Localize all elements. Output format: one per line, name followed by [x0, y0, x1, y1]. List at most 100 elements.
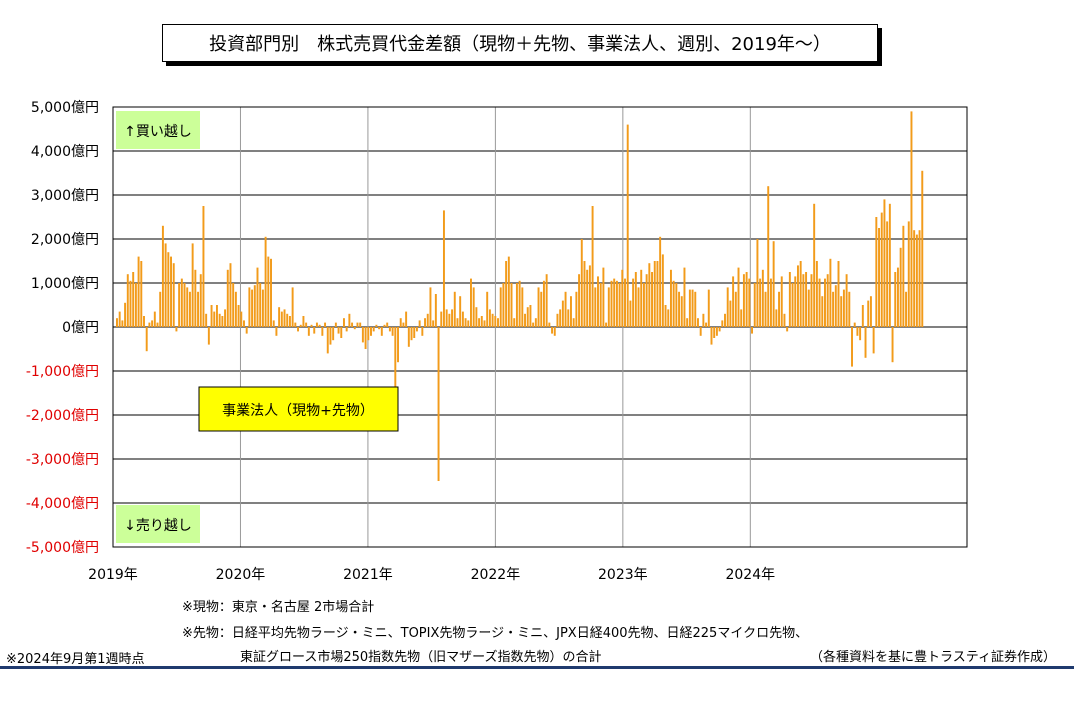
bar: [459, 296, 462, 327]
bar: [899, 247, 902, 327]
bar: [437, 327, 440, 481]
bar: [129, 280, 132, 327]
bar: [134, 283, 137, 327]
bar: [721, 320, 724, 327]
bar: [713, 327, 716, 338]
bar: [697, 318, 699, 327]
bar: [332, 327, 335, 341]
bar: [143, 316, 145, 327]
bar: [569, 296, 572, 327]
bar: [202, 206, 205, 327]
bar: [640, 269, 643, 327]
bar: [215, 305, 218, 327]
bar: [205, 313, 208, 327]
bar: [248, 287, 251, 327]
bar: [748, 278, 751, 327]
bar: [710, 327, 713, 345]
bar: [288, 316, 291, 327]
bar: [740, 309, 743, 327]
bar: [829, 258, 832, 327]
legend-box: [198, 386, 399, 432]
bar: [894, 272, 897, 327]
bar: [183, 283, 186, 327]
legend-label: 事業法人（現物+先物）: [222, 403, 374, 419]
bar: [767, 186, 770, 327]
bar: [497, 318, 499, 327]
bar: [299, 324, 302, 327]
bar: [461, 311, 464, 327]
bar: [156, 322, 159, 327]
bar: [702, 313, 705, 327]
bar: [337, 327, 340, 334]
bar: [402, 322, 405, 327]
bar: [794, 276, 797, 327]
bar: [761, 269, 764, 327]
bar: [453, 291, 456, 327]
bar: [245, 327, 248, 334]
bar: [321, 327, 324, 336]
bar: [367, 327, 370, 341]
bar: [513, 318, 516, 327]
bar: [145, 327, 148, 352]
bar: [915, 234, 918, 327]
bar: [464, 318, 467, 327]
bar: [715, 327, 718, 336]
bar: [383, 324, 386, 327]
bar: [564, 291, 567, 327]
bar: [499, 287, 502, 327]
bar: [418, 320, 421, 327]
bar: [878, 228, 881, 327]
bar: [656, 261, 659, 327]
bar: [742, 274, 745, 327]
bar: [875, 217, 878, 327]
bar: [470, 278, 472, 327]
bar: [532, 322, 535, 327]
bar: [815, 261, 818, 327]
bar: [124, 302, 127, 327]
bar: [310, 324, 313, 327]
bar: [707, 289, 710, 327]
bar: [837, 261, 840, 327]
bar: [434, 294, 437, 327]
bar: [188, 291, 191, 327]
bar: [796, 265, 799, 327]
bar: [651, 272, 654, 327]
bar: [224, 309, 227, 327]
bar: [848, 291, 851, 327]
bar: [191, 243, 194, 327]
bar: [542, 280, 545, 327]
bar: [686, 318, 689, 327]
bar: [756, 239, 759, 327]
bar: [526, 307, 529, 327]
y-tick-label: 3,000億円: [31, 188, 99, 204]
bar: [880, 212, 883, 327]
bar: [448, 313, 451, 327]
bar: [745, 272, 748, 327]
bar: [678, 291, 681, 327]
bar: [267, 256, 270, 327]
bar: [753, 283, 756, 327]
bar: [375, 324, 378, 327]
bar: [291, 287, 294, 327]
sell-annotation-label: ↓売り越し: [124, 518, 192, 534]
bar: [534, 318, 537, 327]
bar: [405, 311, 408, 327]
bar: [132, 272, 135, 327]
y-tick-label: -3,000億円: [26, 452, 99, 468]
bar: [116, 318, 118, 327]
bar: [280, 311, 283, 327]
note-spot: ※現物：東京・名古屋 2市場合計: [182, 600, 375, 615]
buy-annotation-label: ↑買い越し: [124, 124, 192, 140]
bar: [540, 291, 543, 327]
bar: [361, 327, 364, 343]
bar: [810, 274, 813, 327]
y-tick-label: -4,000億円: [26, 496, 99, 512]
bottom-rule: [0, 666, 1074, 669]
bar: [724, 313, 726, 327]
bar: [556, 313, 559, 327]
bar: [118, 311, 121, 327]
bar: [372, 327, 375, 332]
bar: [669, 269, 672, 327]
bar: [467, 320, 470, 327]
bar: [126, 274, 129, 327]
